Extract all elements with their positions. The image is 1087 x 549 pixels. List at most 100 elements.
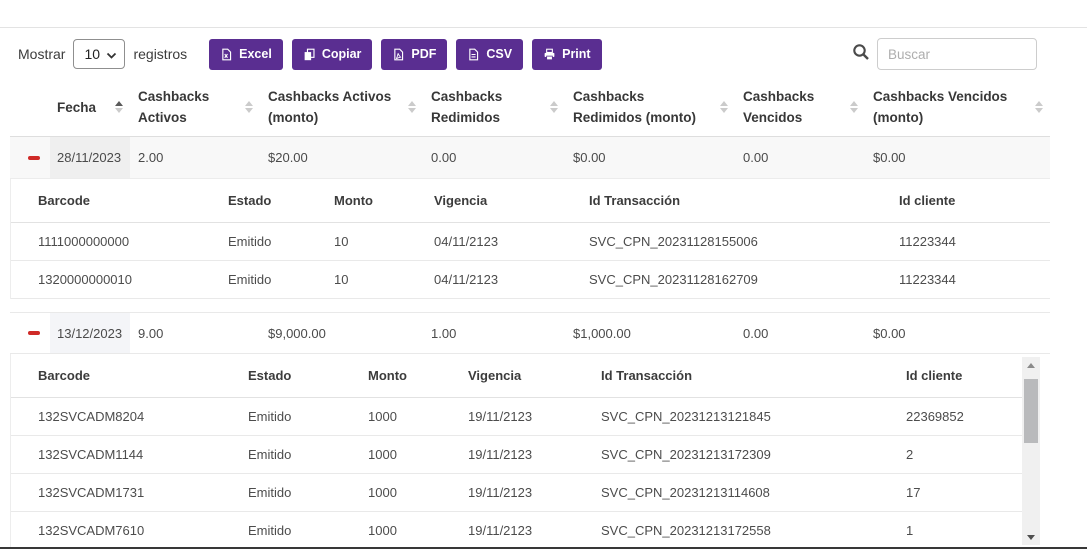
export-pdf-button[interactable]: PDF <box>381 38 448 70</box>
summary-row[interactable]: 28/11/2023 2.00 $20.00 0.00 $0.00 0.00 $… <box>10 137 1050 179</box>
export-copy-button[interactable]: Copiar <box>291 38 373 70</box>
monto-cell: 1000 <box>368 523 397 538</box>
sort-icon <box>1035 101 1043 113</box>
vencidos-cell: 0.00 <box>743 150 769 165</box>
estado-cell: Emitido <box>228 272 272 287</box>
id-cliente-cell: 1 <box>906 523 914 538</box>
export-pdf-label: PDF <box>411 47 437 61</box>
table-toolbar: Mostrar 10 registros Excel Copiar <box>0 28 1087 80</box>
collapse-row-button[interactable] <box>28 331 40 335</box>
id-cliente-cell: 11223344 <box>899 272 956 287</box>
table-header-row: Fecha Cashbacks Activos Cashbacks Activo… <box>10 78 1050 137</box>
export-csv-label: CSV <box>486 47 513 61</box>
detail-column-barcode: Barcode <box>38 193 91 208</box>
print-button[interactable]: Print <box>532 38 602 70</box>
monto-cell: 10 <box>334 234 349 249</box>
detail-header-row: Barcode Estado Monto Vigencia Id Transac… <box>11 354 1023 398</box>
id-transaccion-cell: SVC_CPN_20231213114608 <box>601 485 770 500</box>
barcode-cell: 132SVCADM1144 <box>38 447 144 462</box>
id-transaccion-cell: SVC_CPN_20231213121845 <box>601 409 771 424</box>
detail-row: 132SVCADM7610 Emitido 1000 19/11/2123 SV… <box>11 512 1023 549</box>
monto-cell: 1000 <box>368 409 397 424</box>
detail-column-id-cliente: Id cliente <box>899 193 956 208</box>
page-length-select[interactable]: 10 <box>73 39 126 69</box>
sort-icon <box>115 101 123 113</box>
sort-icon <box>245 101 253 113</box>
records-label: registros <box>133 46 188 62</box>
id-transaccion-cell: SVC_CPN_20231213172309 <box>601 447 771 462</box>
export-excel-button[interactable]: Excel <box>209 38 283 70</box>
redimidos-monto-cell: $0.00 <box>573 150 606 165</box>
summary-row[interactable]: 13/12/2023 9.00 $9,000.00 1.00 $1,000.00… <box>10 312 1050 354</box>
column-header-cashbacks-vencidos-monto[interactable]: Cashbacks Vencidos (monto) <box>865 80 1050 134</box>
date-cell: 28/11/2023 <box>50 137 130 178</box>
column-header-cashbacks-redimidos[interactable]: Cashbacks Redimidos <box>423 80 565 134</box>
scroll-up-icon[interactable] <box>1022 357 1040 373</box>
copy-icon <box>303 48 316 61</box>
monto-cell: 1000 <box>368 485 397 500</box>
detail-column-monto: Monto <box>368 368 407 383</box>
vencidos-cell: 0.00 <box>743 325 769 341</box>
column-header-control <box>10 101 50 113</box>
search-area <box>851 38 1037 70</box>
monto-cell: 1000 <box>368 447 397 462</box>
detail-column-monto: Monto <box>334 193 373 208</box>
activos-cell: 2.00 <box>138 150 164 165</box>
detail-column-vigencia: Vigencia <box>468 368 522 383</box>
estado-cell: Emitido <box>248 485 292 500</box>
scroll-down-icon[interactable] <box>1022 529 1040 545</box>
barcode-cell: 132SVCADM7610 <box>38 523 145 538</box>
vertical-scrollbar[interactable] <box>1022 357 1040 545</box>
barcode-cell: 132SVCADM8204 <box>38 409 145 424</box>
column-header-cashbacks-vencidos[interactable]: Cashbacks Vencidos <box>735 80 865 134</box>
top-divider <box>0 27 1087 28</box>
column-header-fecha[interactable]: Fecha <box>50 91 130 124</box>
column-header-cashbacks-activos-monto[interactable]: Cashbacks Activos (monto) <box>260 80 423 134</box>
show-label: Mostrar <box>18 46 66 62</box>
chevron-down-icon <box>106 46 117 62</box>
id-cliente-cell: 17 <box>906 485 921 500</box>
sort-icon <box>550 101 558 113</box>
estado-cell: Emitido <box>248 523 292 538</box>
column-header-cashbacks-redimidos-monto[interactable]: Cashbacks Redimidos (monto) <box>565 80 735 134</box>
search-icon <box>851 42 871 67</box>
sort-icon <box>850 101 858 113</box>
collapse-row-button[interactable] <box>28 155 40 160</box>
vigencia-cell: 19/11/2123 <box>468 409 533 424</box>
id-transaccion-cell: SVC_CPN_20231213172558 <box>601 523 771 538</box>
estado-cell: Emitido <box>248 409 292 424</box>
id-transaccion-cell: SVC_CPN_20231128155006 <box>589 234 758 249</box>
detail-row: 1111000000000 Emitido 10 04/11/2123 SVC_… <box>11 223 1050 261</box>
redimidos-monto-cell: $1,000.00 <box>573 325 631 341</box>
printer-icon <box>543 48 556 61</box>
excel-file-icon <box>220 48 233 61</box>
estado-cell: Emitido <box>228 234 272 249</box>
vencidos-monto-cell: $0.00 <box>873 325 906 341</box>
page-length-value: 10 <box>84 46 101 62</box>
detail-column-id-transaccion: Id Transacción <box>601 368 693 383</box>
id-cliente-cell: 11223344 <box>899 234 956 249</box>
activos-monto-cell: $9,000.00 <box>268 325 326 341</box>
column-header-cashbacks-activos[interactable]: Cashbacks Activos <box>130 80 260 134</box>
sort-icon <box>408 101 416 113</box>
detail-table: Barcode Estado Monto Vigencia Id Transac… <box>10 179 1050 299</box>
vencidos-monto-cell: $0.00 <box>873 150 906 165</box>
cashbacks-table: Fecha Cashbacks Activos Cashbacks Activo… <box>10 78 1050 549</box>
barcode-cell: 1320000000010 <box>38 272 132 287</box>
scrollbar-thumb[interactable] <box>1024 379 1038 443</box>
detail-row: 1320000000010 Emitido 10 04/11/2123 SVC_… <box>11 261 1050 299</box>
detail-column-estado: Estado <box>228 193 272 208</box>
vigencia-cell: 04/11/2123 <box>434 272 499 287</box>
export-buttons: Excel Copiar PDF CSV <box>200 38 602 70</box>
print-label: Print <box>562 47 591 61</box>
estado-cell: Emitido <box>248 447 292 462</box>
detail-header-row: Barcode Estado Monto Vigencia Id Transac… <box>11 179 1050 223</box>
activos-cell: 9.00 <box>138 325 164 341</box>
export-excel-label: Excel <box>239 47 272 61</box>
collapse-control-cell <box>10 137 50 178</box>
export-csv-button[interactable]: CSV <box>456 38 524 70</box>
detail-row: 132SVCADM8204 Emitido 1000 19/11/2123 SV… <box>11 398 1023 436</box>
detail-row: 132SVCADM1731 Emitido 1000 19/11/2123 SV… <box>11 474 1023 512</box>
search-input[interactable] <box>877 38 1037 70</box>
detail-column-estado: Estado <box>248 368 292 383</box>
